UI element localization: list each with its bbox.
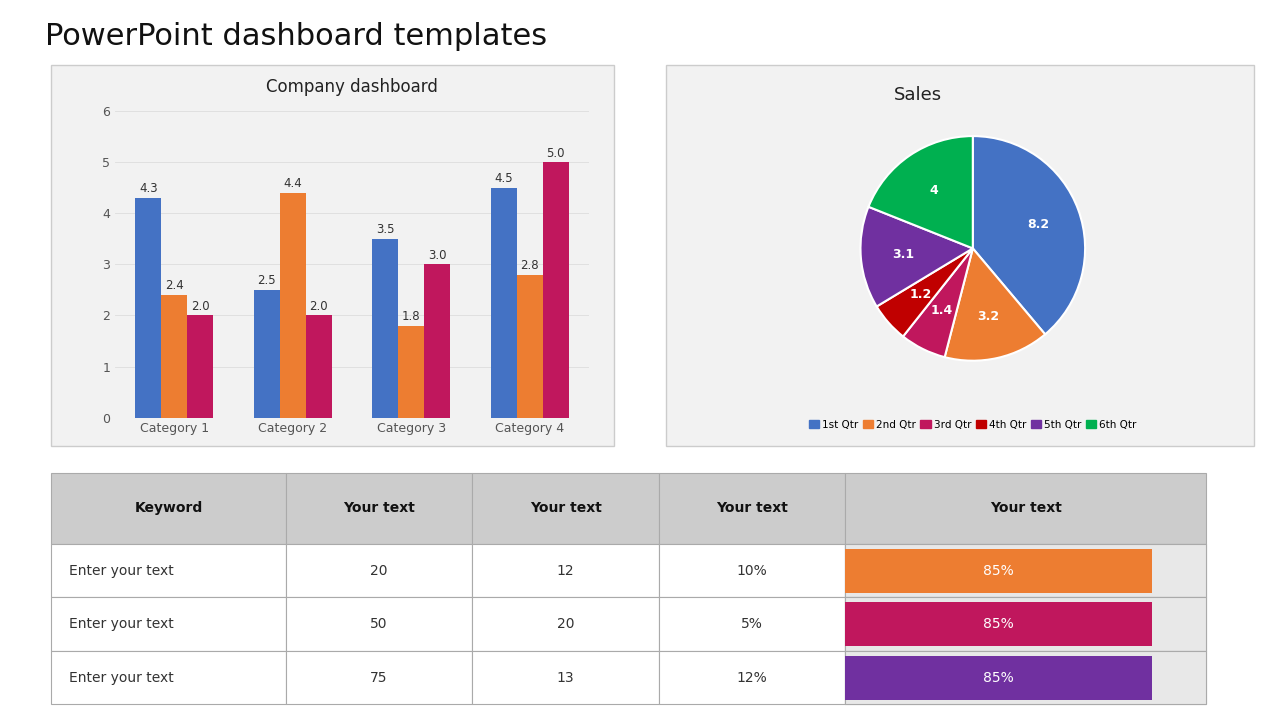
Text: 85%: 85% — [983, 671, 1014, 685]
Wedge shape — [904, 248, 973, 357]
Text: 85%: 85% — [983, 564, 1014, 577]
Text: 5.0: 5.0 — [547, 147, 564, 160]
Text: 1.8: 1.8 — [402, 310, 421, 323]
Text: Keyword: Keyword — [134, 501, 202, 516]
Text: 2.0: 2.0 — [310, 300, 328, 313]
Text: 13: 13 — [557, 671, 575, 685]
Bar — [372, 239, 398, 418]
Text: 4: 4 — [929, 184, 938, 197]
Bar — [543, 162, 568, 418]
FancyBboxPatch shape — [659, 473, 845, 544]
Text: 12: 12 — [557, 564, 575, 577]
Bar — [424, 264, 451, 418]
Text: Your text: Your text — [530, 501, 602, 516]
Bar — [253, 290, 280, 418]
Wedge shape — [868, 136, 973, 248]
Text: Enter your text: Enter your text — [69, 617, 174, 631]
Text: 1.4: 1.4 — [931, 305, 952, 318]
Text: 75: 75 — [370, 671, 388, 685]
Text: 20: 20 — [370, 564, 388, 577]
FancyBboxPatch shape — [845, 598, 1206, 651]
Text: Enter your text: Enter your text — [69, 671, 174, 685]
Text: 2.4: 2.4 — [165, 279, 184, 292]
Text: Enter your text: Enter your text — [69, 564, 174, 577]
FancyBboxPatch shape — [472, 473, 659, 544]
Text: 4.3: 4.3 — [140, 182, 157, 195]
FancyBboxPatch shape — [472, 544, 659, 598]
Bar — [280, 193, 306, 418]
FancyBboxPatch shape — [285, 544, 472, 598]
Wedge shape — [877, 248, 973, 336]
FancyBboxPatch shape — [51, 651, 285, 704]
FancyBboxPatch shape — [472, 651, 659, 704]
Bar — [187, 315, 214, 418]
Wedge shape — [860, 207, 973, 307]
FancyBboxPatch shape — [845, 602, 1152, 647]
Wedge shape — [945, 248, 1046, 361]
FancyBboxPatch shape — [845, 651, 1206, 704]
Text: Sales: Sales — [895, 86, 942, 104]
FancyBboxPatch shape — [659, 544, 845, 598]
Text: 50: 50 — [370, 617, 388, 631]
Text: 10%: 10% — [737, 564, 768, 577]
Text: 3.0: 3.0 — [428, 248, 447, 262]
Title: Company dashboard: Company dashboard — [266, 78, 438, 96]
Text: 3.1: 3.1 — [892, 248, 914, 261]
Text: 2.0: 2.0 — [191, 300, 210, 313]
Bar — [517, 274, 543, 418]
Text: 4.5: 4.5 — [494, 172, 513, 185]
Bar — [161, 295, 187, 418]
Text: 20: 20 — [557, 617, 575, 631]
Text: Your text: Your text — [716, 501, 788, 516]
FancyBboxPatch shape — [51, 598, 285, 651]
FancyBboxPatch shape — [845, 544, 1206, 598]
Text: 85%: 85% — [983, 617, 1014, 631]
Bar — [398, 325, 424, 418]
Text: 5%: 5% — [741, 617, 763, 631]
Bar — [306, 315, 332, 418]
Text: 12%: 12% — [737, 671, 768, 685]
Legend: 1st Qtr, 2nd Qtr, 3rd Qtr, 4th Qtr, 5th Qtr, 6th Qtr: 1st Qtr, 2nd Qtr, 3rd Qtr, 4th Qtr, 5th … — [805, 416, 1140, 434]
Text: PowerPoint dashboard templates: PowerPoint dashboard templates — [45, 22, 547, 50]
FancyBboxPatch shape — [285, 651, 472, 704]
Text: 3.2: 3.2 — [977, 310, 1000, 323]
FancyBboxPatch shape — [845, 598, 1206, 651]
FancyBboxPatch shape — [285, 598, 472, 651]
Text: 2.5: 2.5 — [257, 274, 276, 287]
Bar — [490, 188, 517, 418]
Text: 8.2: 8.2 — [1027, 218, 1050, 231]
FancyBboxPatch shape — [51, 544, 285, 598]
FancyBboxPatch shape — [845, 473, 1206, 544]
Text: 1.2: 1.2 — [909, 288, 932, 301]
FancyBboxPatch shape — [845, 651, 1206, 704]
FancyBboxPatch shape — [51, 473, 285, 544]
FancyBboxPatch shape — [845, 656, 1152, 700]
FancyBboxPatch shape — [659, 598, 845, 651]
Text: 3.5: 3.5 — [376, 223, 394, 236]
FancyBboxPatch shape — [472, 598, 659, 651]
Bar — [136, 198, 161, 418]
Text: 2.8: 2.8 — [520, 259, 539, 272]
Wedge shape — [973, 136, 1085, 334]
FancyBboxPatch shape — [659, 651, 845, 704]
Text: Your text: Your text — [343, 501, 415, 516]
FancyBboxPatch shape — [845, 549, 1152, 593]
FancyBboxPatch shape — [285, 473, 472, 544]
FancyBboxPatch shape — [845, 544, 1206, 598]
Text: Your text: Your text — [989, 501, 1061, 516]
Text: 4.4: 4.4 — [283, 177, 302, 190]
